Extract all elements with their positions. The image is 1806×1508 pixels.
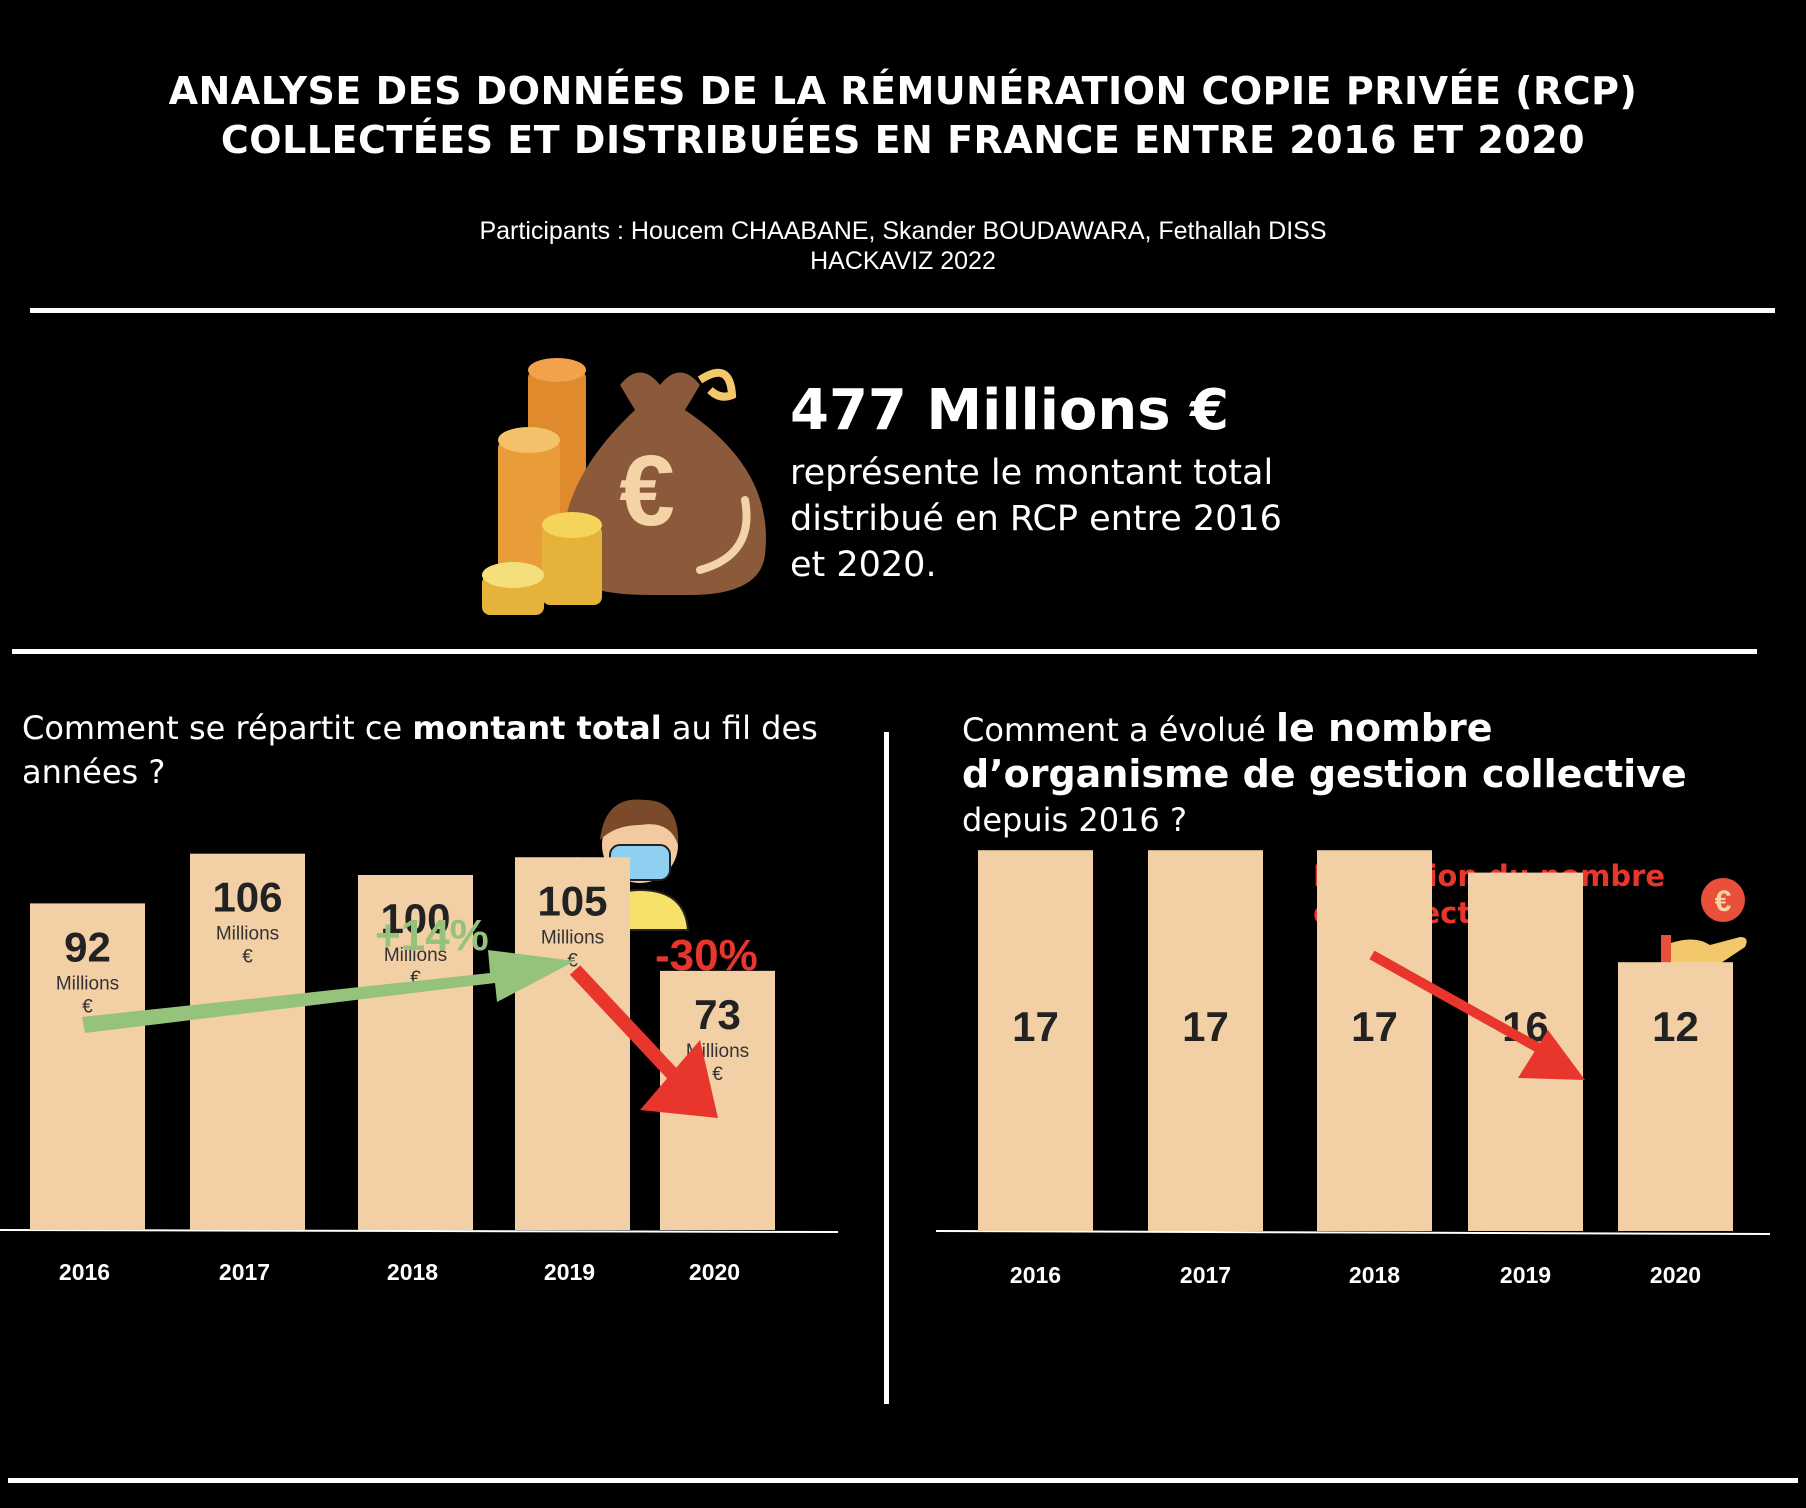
hand-coin-icon: € bbox=[1661, 878, 1747, 971]
amount-value-label: 105 bbox=[537, 877, 607, 924]
amount-bar-2017 bbox=[190, 853, 305, 1230]
organizations-value-label: 17 bbox=[1351, 1003, 1398, 1050]
organizations-bar-2016 bbox=[978, 850, 1093, 1231]
amount-value-label: 92 bbox=[64, 923, 111, 970]
amount-year-tick: 2019 bbox=[544, 1259, 595, 1285]
divider-bottom bbox=[8, 1478, 1798, 1483]
title-line-1: ANALYSE DES DONNÉES DE LA RÉMUNÉRATION C… bbox=[168, 69, 1638, 113]
amount-bar-2018 bbox=[358, 875, 473, 1230]
organizations-year-tick: 2019 bbox=[1500, 1262, 1551, 1288]
decrease-label: -30% bbox=[655, 931, 758, 980]
divider-middle bbox=[12, 649, 1757, 654]
coin-euro-icon: € bbox=[1715, 885, 1732, 918]
divider-top bbox=[30, 308, 1775, 313]
organizations-year-tick: 2020 bbox=[1650, 1262, 1701, 1288]
organizations-bar-2017 bbox=[1148, 850, 1263, 1231]
organizations-value-label: 17 bbox=[1182, 1003, 1229, 1050]
title-line-2: COLLECTÉES ET DISTRIBUÉES EN FRANCE ENTR… bbox=[220, 118, 1586, 162]
amount-value-label: 100 bbox=[380, 895, 450, 942]
amount-chart: 92Millions€2016106Millions€2017100Millio… bbox=[0, 853, 839, 1285]
amount-value-label: 106 bbox=[212, 874, 282, 921]
vertical-divider bbox=[884, 732, 889, 1404]
event-name: HACKAVIZ 2022 bbox=[810, 247, 996, 275]
organizations-bar-2020 bbox=[1618, 962, 1733, 1231]
left-baseline bbox=[0, 1229, 839, 1233]
amount-year-tick: 2017 bbox=[219, 1259, 270, 1285]
amount-year-tick: 2016 bbox=[59, 1259, 110, 1285]
decrease-arrow bbox=[569, 965, 718, 1118]
amount-year-tick: 2018 bbox=[387, 1259, 438, 1285]
organizations-year-tick: 2018 bbox=[1349, 1262, 1400, 1288]
organizations-value-label: 12 bbox=[1652, 1003, 1699, 1050]
amount-unit-label: Millions bbox=[216, 924, 279, 945]
amount-unit-label: Millions bbox=[384, 945, 447, 966]
organizations-bar-2018 bbox=[1317, 850, 1432, 1231]
increase-label: +14% bbox=[375, 911, 489, 960]
amount-currency-label: € bbox=[82, 996, 93, 1017]
increase-arrow bbox=[82, 950, 575, 1033]
total-description: représente le montant total distribué en… bbox=[790, 453, 1282, 585]
amount-currency-label: € bbox=[410, 968, 421, 989]
organizations-year-tick: 2016 bbox=[1010, 1262, 1061, 1288]
total-amount: 477 Millions € bbox=[790, 378, 1230, 443]
organizations-value-label: 17 bbox=[1012, 1003, 1059, 1050]
reduction-arrow bbox=[1369, 950, 1585, 1080]
amount-bar-2016 bbox=[30, 903, 145, 1230]
amount-currency-label: € bbox=[242, 947, 253, 968]
right-baseline bbox=[935, 1230, 1771, 1235]
organizations-year-tick: 2017 bbox=[1180, 1262, 1231, 1288]
organizations-bar-2019 bbox=[1468, 872, 1583, 1231]
right-question: Comment a évolué le nombre d’organisme d… bbox=[962, 706, 1687, 839]
amount-bar-2019 bbox=[515, 857, 630, 1230]
amount-currency-label: € bbox=[712, 1064, 723, 1085]
euro-sign-icon: € bbox=[619, 435, 675, 547]
amount-unit-label: Millions bbox=[56, 973, 119, 994]
amount-year-tick: 2020 bbox=[689, 1259, 740, 1285]
amount-unit-label: Millions bbox=[541, 927, 604, 948]
left-question: Comment se répartit ce montant total au … bbox=[22, 709, 818, 791]
participants: Participants : Houcem CHAABANE, Skander … bbox=[479, 217, 1327, 245]
money-bag-icon: € bbox=[482, 358, 766, 615]
amount-value-label: 73 bbox=[694, 991, 741, 1038]
